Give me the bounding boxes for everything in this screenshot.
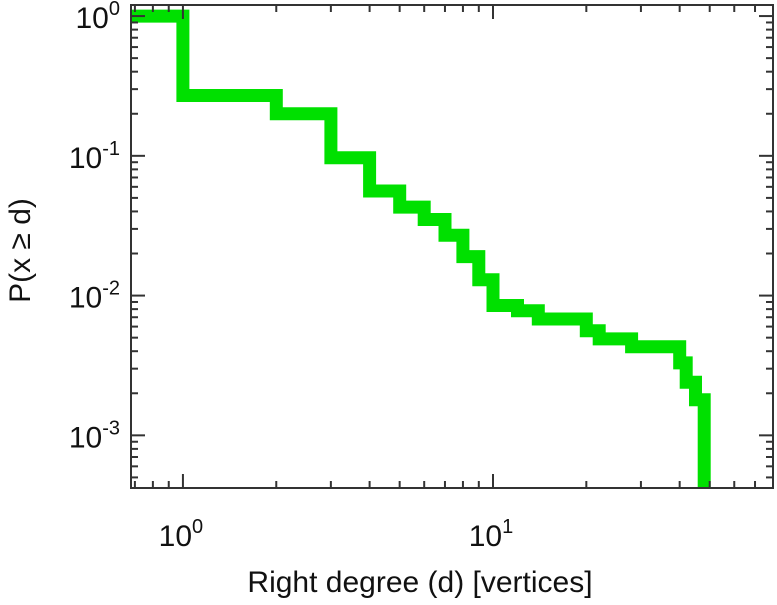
y-tick-label: 100 <box>76 0 121 35</box>
x-axis-title: Right degree (d) [vertices] <box>247 566 592 599</box>
y-tick-label: 10-3 <box>69 417 120 454</box>
x-tick-label: 100 <box>159 516 204 553</box>
plot-frame <box>130 4 774 489</box>
series-line-0 <box>131 9 711 488</box>
y-tick-label: 10-1 <box>69 138 120 175</box>
y-tick-label: 10-2 <box>69 278 120 315</box>
x-tick-label: 101 <box>469 516 514 553</box>
y-axis-title: P(x ≥ d) <box>4 198 37 303</box>
